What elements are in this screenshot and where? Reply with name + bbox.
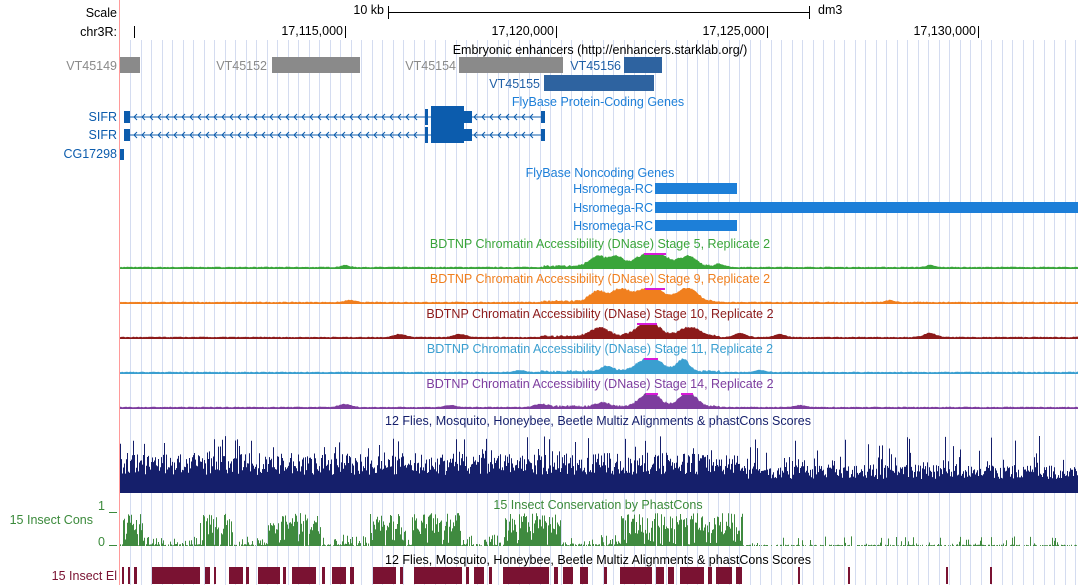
dnase-stage14-signal[interactable] bbox=[120, 393, 1078, 409]
dnase-stage11-title: BDTNP Chromatin Accessibility (DNase) St… bbox=[427, 342, 773, 356]
dnase-stage9-track[interactable]: BDTNP Chromatin Accessibility (DNase) St… bbox=[120, 272, 1078, 304]
conserved-elements-track[interactable]: 12 Flies, Mosquito, Honeybee, Beetle Mul… bbox=[52, 553, 992, 584]
enhancers-track[interactable]: Embryonic enhancers (http://enhancers.st… bbox=[66, 43, 747, 91]
enhancer-vt45152[interactable] bbox=[272, 57, 360, 73]
cons-max-label: 1 bbox=[98, 499, 105, 513]
noncoding-label-2[interactable]: Hsromega-RC bbox=[573, 201, 653, 215]
tick-label-1: 17,120,000 bbox=[491, 24, 554, 38]
elements-track-label: 15 Insect El bbox=[52, 569, 117, 583]
dnase-stage10-signal[interactable] bbox=[120, 323, 1078, 339]
phastcons-track-title: 15 Insect Conservation by PhastCons bbox=[493, 498, 702, 512]
noncoding-genes-track[interactable]: FlyBase Noncoding Genes Hsromega-RC Hsro… bbox=[526, 166, 1078, 233]
enhancer-vt45154[interactable] bbox=[459, 57, 563, 73]
tick-label-2: 17,125,000 bbox=[702, 24, 765, 38]
protein-coding-track-title: FlyBase Protein-Coding Genes bbox=[512, 95, 684, 109]
enhancer-label-vt45155[interactable]: VT45155 bbox=[489, 77, 540, 91]
multiz-track[interactable]: 12 Flies, Mosquito, Honeybee, Beetle Mul… bbox=[120, 414, 1078, 493]
noncoding-gene-1[interactable] bbox=[655, 183, 737, 194]
multiz-conservation-bars[interactable] bbox=[120, 436, 1078, 493]
noncoding-gene-3[interactable] bbox=[655, 220, 737, 231]
dnase-stage5-signal[interactable] bbox=[120, 253, 1078, 269]
scale-label: Scale bbox=[86, 6, 117, 20]
dnase-stage14-track[interactable]: BDTNP Chromatin Accessibility (DNase) St… bbox=[120, 377, 1078, 409]
conserved-element-blocks[interactable] bbox=[122, 567, 992, 584]
gene-label-sifr-1[interactable]: SIFR bbox=[89, 110, 117, 124]
enhancer-vt45149[interactable] bbox=[120, 57, 140, 73]
phastcons-score-bars[interactable] bbox=[120, 513, 1077, 546]
protein-coding-genes-track[interactable]: FlyBase Protein-Coding Genes SIFR SIFR C… bbox=[63, 95, 684, 161]
chrom-label: chr3R: bbox=[80, 25, 117, 39]
enhancer-label-vt45149[interactable]: VT45149 bbox=[66, 59, 117, 73]
enhancers-track-title: Embryonic enhancers (http://enhancers.st… bbox=[453, 43, 748, 57]
noncoding-gene-2[interactable] bbox=[655, 202, 1078, 213]
grid-lines bbox=[130, 40, 1076, 585]
dnase-clipped-peak-marks bbox=[637, 253, 693, 395]
gene-label-sifr-2[interactable]: SIFR bbox=[89, 128, 117, 142]
ruler-track: Scale chr3R: 10 kb dm3 17,115,000 17,120… bbox=[80, 3, 979, 39]
dnase-stage11-track[interactable]: BDTNP Chromatin Accessibility (DNase) St… bbox=[120, 342, 1078, 374]
cons-track-label: 15 Insect Cons bbox=[10, 513, 93, 527]
dnase-stage5-track[interactable]: BDTNP Chromatin Accessibility (DNase) St… bbox=[120, 237, 1078, 269]
enhancer-label-vt45154[interactable]: VT45154 bbox=[405, 59, 456, 73]
cons-min-label: 0 bbox=[98, 535, 105, 549]
dnase-stage5-title: BDTNP Chromatin Accessibility (DNase) St… bbox=[430, 237, 770, 251]
enhancer-label-vt45152[interactable]: VT45152 bbox=[216, 59, 267, 73]
gene-cg17298[interactable] bbox=[120, 149, 124, 160]
tick-label-3: 17,130,000 bbox=[913, 24, 976, 38]
gene-sifr-1[interactable] bbox=[124, 106, 545, 128]
dnase-stage10-title: BDTNP Chromatin Accessibility (DNase) St… bbox=[426, 307, 773, 321]
gene-label-cg17298[interactable]: CG17298 bbox=[63, 147, 117, 161]
multiz-track-title: 12 Flies, Mosquito, Honeybee, Beetle Mul… bbox=[385, 414, 811, 428]
noncoding-label-1[interactable]: Hsromega-RC bbox=[573, 182, 653, 196]
noncoding-track-title: FlyBase Noncoding Genes bbox=[526, 166, 675, 180]
enhancer-label-vt45156[interactable]: VT45156 bbox=[570, 59, 621, 73]
gene-sifr-2[interactable] bbox=[124, 127, 545, 143]
dnase-stage9-signal[interactable] bbox=[120, 288, 1078, 304]
elements-track-title: 12 Flies, Mosquito, Honeybee, Beetle Mul… bbox=[385, 553, 811, 567]
enhancer-vt45156[interactable] bbox=[624, 57, 662, 73]
dnase-stage11-signal[interactable] bbox=[120, 358, 1078, 374]
enhancer-vt45155[interactable] bbox=[544, 75, 654, 91]
tick-label-0: 17,115,000 bbox=[281, 24, 343, 38]
dnase-stage10-track[interactable]: BDTNP Chromatin Accessibility (DNase) St… bbox=[120, 307, 1078, 339]
dnase-stage14-title: BDTNP Chromatin Accessibility (DNase) St… bbox=[426, 377, 773, 391]
phastcons-track[interactable]: 15 Insect Conservation by PhastCons 15 I… bbox=[10, 498, 1077, 549]
noncoding-label-3[interactable]: Hsromega-RC bbox=[573, 219, 653, 233]
assembly-label: dm3 bbox=[818, 3, 842, 17]
dnase-stage9-title: BDTNP Chromatin Accessibility (DNase) St… bbox=[430, 272, 770, 286]
scalebar-label: 10 kb bbox=[353, 3, 384, 17]
